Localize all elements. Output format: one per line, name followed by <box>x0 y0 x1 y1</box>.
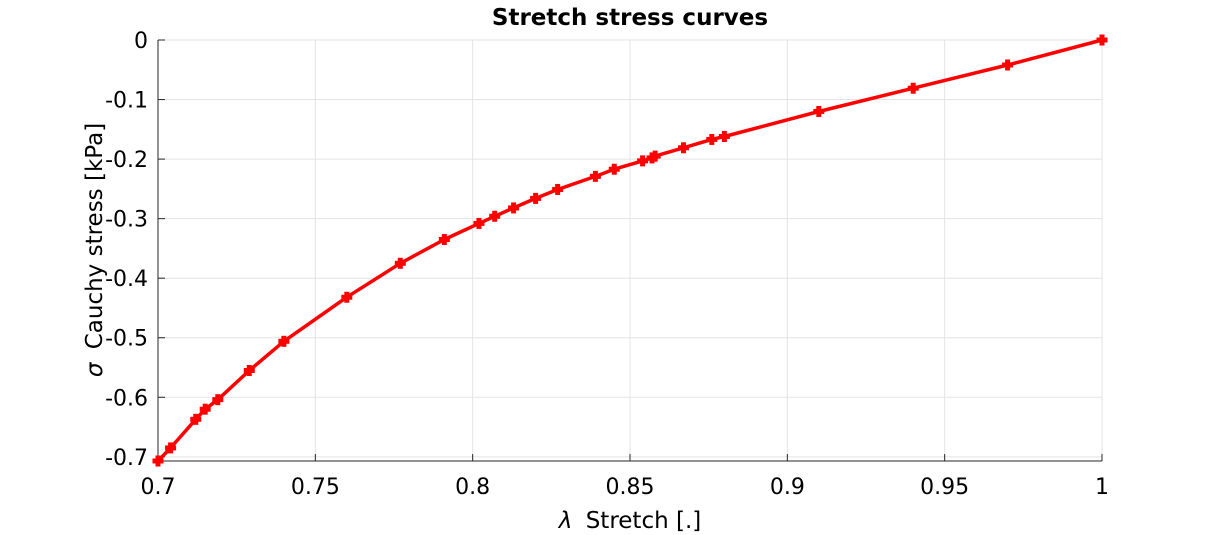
series <box>152 34 1108 467</box>
y-axis-symbol: σ <box>82 361 108 377</box>
grid <box>157 39 1103 461</box>
data-point <box>212 394 224 406</box>
y-tick-label: 0 <box>134 29 148 54</box>
data-point <box>552 183 564 195</box>
data-point <box>394 257 406 269</box>
x-tick-label: 0.95 <box>920 475 969 500</box>
data-point <box>278 335 290 347</box>
data-point <box>508 202 520 214</box>
y-tick-label: -0.3 <box>105 208 148 233</box>
y-tick-label: -0.7 <box>105 446 148 471</box>
data-point <box>1002 59 1014 71</box>
x-tick-label: 0.8 <box>455 475 490 500</box>
data-point <box>813 105 825 117</box>
data-point <box>907 82 919 94</box>
data-point <box>589 170 601 182</box>
y-tick-label: -0.1 <box>105 89 148 114</box>
data-point <box>637 155 649 167</box>
x-tick-label: 1 <box>1095 475 1109 500</box>
data-point <box>608 163 620 175</box>
x-tick-label: 0.85 <box>606 475 655 500</box>
data-point <box>243 364 255 376</box>
data-point <box>677 142 689 154</box>
x-tick-label: 0.75 <box>291 475 340 500</box>
data-point <box>199 403 211 415</box>
y-axis-text: Cauchy stress [kPa] <box>82 123 108 349</box>
x-axis-text: Stretch [.] <box>586 508 702 534</box>
data-point <box>530 192 542 204</box>
y-tick-label: -0.6 <box>105 386 148 411</box>
data-point <box>718 130 730 142</box>
data-point <box>706 133 718 145</box>
data-point <box>341 291 353 303</box>
chart-title: Stretch stress curves <box>492 5 768 31</box>
x-tick-label: 0.7 <box>141 475 176 500</box>
data-point <box>152 455 164 467</box>
data-point <box>473 217 485 229</box>
y-tick-label: -0.4 <box>105 267 148 292</box>
y-tick-labels: 0 -0.1 -0.2 -0.3 -0.4 -0.5 -0.6 -0.7 <box>105 29 148 471</box>
data-point <box>489 210 501 222</box>
y-tick-label: -0.5 <box>105 327 148 352</box>
x-axis-label: λ Stretch [.] <box>557 508 701 534</box>
data-point <box>1096 34 1108 46</box>
data-point <box>165 442 177 454</box>
y-axis-label: σ Cauchy stress [kPa] <box>82 123 108 377</box>
data-point <box>190 413 202 425</box>
y-tick-label: -0.2 <box>105 148 148 173</box>
x-tick-label: 0.9 <box>770 475 805 500</box>
x-tick-labels: 0.7 0.75 0.8 0.85 0.9 0.95 1 <box>141 475 1110 500</box>
x-axis-symbol: λ <box>557 508 573 534</box>
data-point <box>649 150 661 162</box>
data-point <box>438 233 450 245</box>
